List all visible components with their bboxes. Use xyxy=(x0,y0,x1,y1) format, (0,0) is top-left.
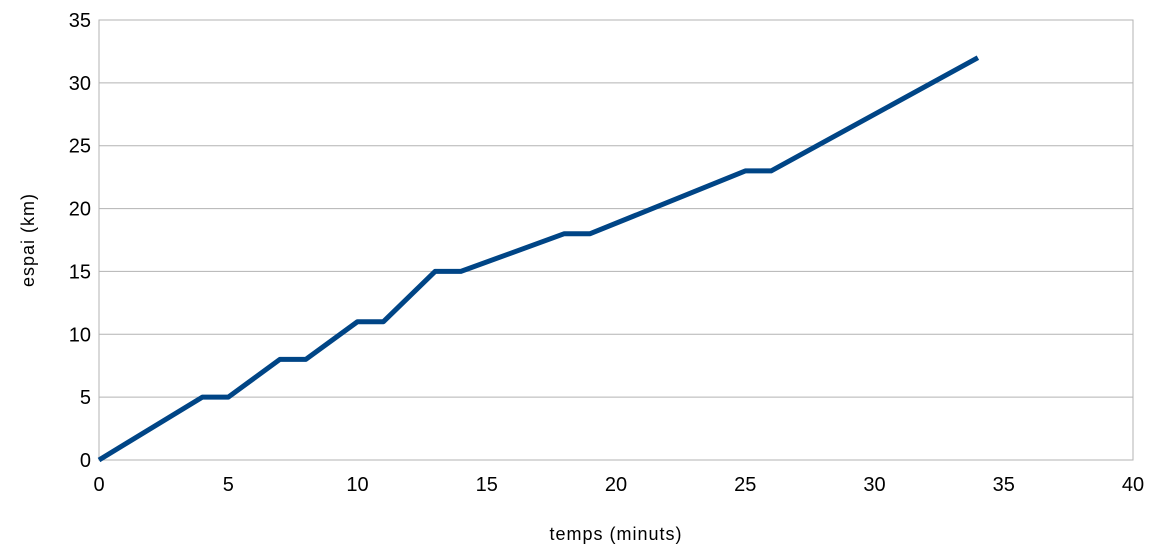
y-axis-tick-labels: 0 5 10 15 20 25 30 35 xyxy=(69,10,91,472)
y-tick-label: 15 xyxy=(69,261,91,283)
y-tick-label: 10 xyxy=(69,324,91,346)
y-tick-label: 20 xyxy=(69,199,91,221)
x-tick-label: 30 xyxy=(863,474,885,496)
x-tick-label: 10 xyxy=(346,474,368,496)
y-tick-label: 0 xyxy=(80,450,91,472)
y-tick-label: 5 xyxy=(80,387,91,409)
x-tick-label: 25 xyxy=(734,474,756,496)
x-tick-label: 0 xyxy=(93,474,104,496)
x-tick-label: 40 xyxy=(1122,474,1144,496)
gridlines xyxy=(99,19,1133,461)
x-tick-label: 15 xyxy=(476,474,498,496)
x-axis-tick-labels: 0 5 10 15 20 25 30 35 40 xyxy=(93,474,1144,496)
x-axis-title: temps (minuts) xyxy=(549,524,682,544)
x-tick-label: 20 xyxy=(605,474,627,496)
y-axis-title: espai (km) xyxy=(18,193,38,287)
x-tick-label: 35 xyxy=(993,474,1015,496)
y-tick-label: 30 xyxy=(69,73,91,95)
series-layer xyxy=(97,55,980,463)
y-tick-label: 35 xyxy=(69,10,91,32)
plot-area xyxy=(98,19,1134,461)
series-line xyxy=(97,55,980,463)
x-tick-label: 5 xyxy=(223,474,234,496)
y-tick-label: 25 xyxy=(69,136,91,158)
